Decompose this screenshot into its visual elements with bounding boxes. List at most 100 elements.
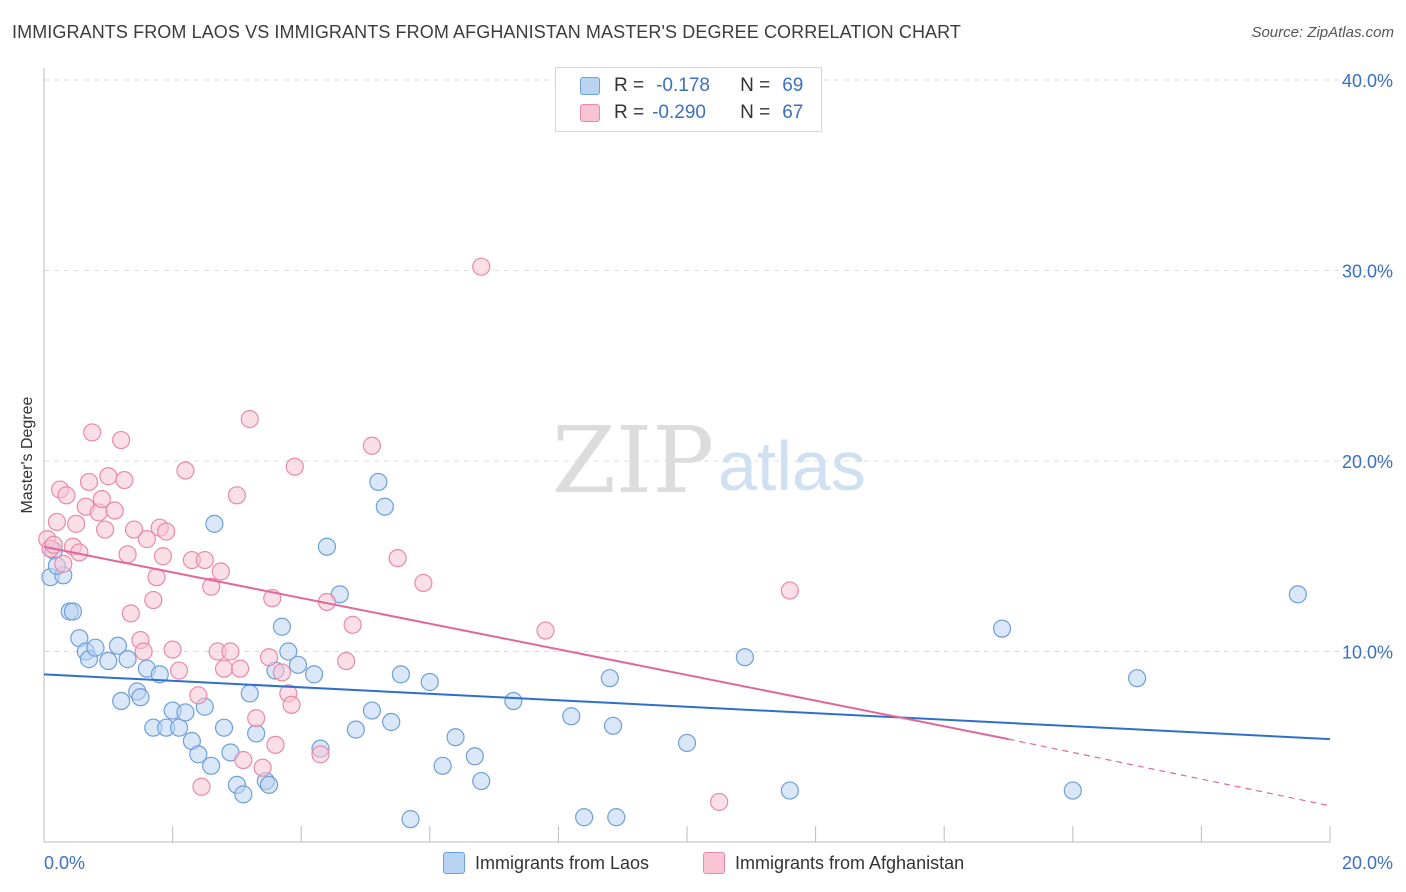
- afghanistan-point: [311, 745, 330, 764]
- afghanistan-trend-extension: [1008, 738, 1331, 807]
- y-axis-label: Master's Degree: [19, 396, 36, 513]
- y-tick-label: 10.0%: [1342, 643, 1393, 663]
- chart-title: IMMIGRANTS FROM LAOS VS IMMIGRANTS FROM …: [12, 22, 962, 42]
- laos-point: [86, 638, 105, 657]
- afghanistan-point: [169, 661, 189, 680]
- laos-point: [234, 785, 253, 804]
- laos-point: [472, 771, 491, 791]
- afghanistan-point: [227, 486, 246, 505]
- laos-point: [202, 756, 221, 775]
- laos-point: [214, 718, 234, 737]
- afghanistan-point: [67, 514, 86, 533]
- afghanistan-point: [105, 501, 124, 520]
- laos-point: [240, 684, 259, 703]
- afghanistan-point: [192, 777, 211, 796]
- watermark-atlas: atlas: [718, 427, 866, 505]
- afghanistan-point: [157, 522, 176, 541]
- laos-point: [504, 691, 523, 711]
- afghanistan-point: [118, 545, 137, 564]
- gridlines: [44, 79, 1394, 652]
- laos-point: [346, 720, 365, 739]
- afghanistan-point: [189, 686, 208, 705]
- afghanistan-point: [362, 436, 382, 455]
- legend-n-value: 67: [782, 102, 804, 123]
- afghanistan-point: [99, 467, 118, 486]
- afghanistan-point: [259, 648, 279, 667]
- laos-point: [382, 712, 401, 732]
- legend-n-value: 69: [782, 75, 804, 96]
- afghanistan-point: [176, 461, 195, 480]
- afghanistan-point: [247, 709, 266, 728]
- laos-point: [304, 665, 324, 684]
- legend-r-label: R =: [614, 102, 645, 123]
- afghanistan-point: [144, 590, 163, 610]
- afghanistan-point: [112, 430, 131, 450]
- laos-point: [465, 747, 484, 766]
- series-legend: Immigrants from Laos Immigrants from Afg…: [0, 852, 1406, 878]
- legend-n-label: N =: [740, 102, 771, 123]
- legend-n-label: N =: [740, 75, 771, 96]
- laos-point: [317, 537, 337, 556]
- tick-labels: 10.0% 20.0% 30.0% 40.0% 0.0% 20.0%: [44, 71, 1393, 873]
- laos-point: [131, 688, 150, 707]
- afghanistan-point: [121, 604, 140, 623]
- laos-point: [1063, 781, 1082, 800]
- afghanistan-point: [266, 735, 285, 754]
- laos-point: [1288, 585, 1307, 604]
- laos-point: [150, 665, 169, 684]
- laos-point: [169, 718, 189, 737]
- laos-point: [288, 655, 308, 674]
- afghanistan-point: [134, 642, 153, 661]
- laos-point: [112, 691, 131, 711]
- afghanistan-point: [240, 409, 259, 429]
- laos-swatch: [443, 852, 465, 874]
- afghanistan-swatch: [703, 852, 725, 874]
- afghanistan-point: [272, 663, 292, 682]
- afghanistan-point: [388, 549, 407, 568]
- laos-point: [205, 514, 224, 533]
- x-tick-label: 20.0%: [1342, 853, 1393, 873]
- laos-point: [391, 665, 410, 684]
- laos-point: [1127, 669, 1147, 688]
- afghanistan-point: [285, 457, 304, 476]
- laos-point: [375, 497, 394, 516]
- afghanistan-point: [83, 423, 102, 442]
- laos-point: [603, 716, 623, 735]
- afghanistan-point: [115, 470, 134, 490]
- legend-r-value: -0.290: [652, 102, 706, 123]
- legend-r-value: -0.178: [656, 75, 710, 96]
- afghanistan-point: [343, 615, 362, 634]
- afghanistan-point: [202, 577, 221, 596]
- laos-point: [189, 745, 208, 764]
- legend-r-label: R =: [614, 75, 645, 96]
- y-tick-label: 30.0%: [1342, 262, 1393, 282]
- afghanistan-point: [536, 621, 555, 640]
- afghanistan-point: [337, 651, 356, 671]
- legend-row-laos: R = -0.178 N = 69: [580, 73, 803, 99]
- afghanistan-point: [710, 792, 729, 812]
- watermark-zip: ZIP: [552, 407, 714, 514]
- laos-trend-line: [43, 673, 1331, 741]
- correlation-legend: R = -0.178 N = 69 R = -0.290 N = 67: [555, 67, 822, 132]
- laos-point: [279, 642, 298, 661]
- laos-point: [369, 472, 388, 492]
- afghanistan-point: [195, 550, 214, 570]
- legend-item-laos: Immigrants from Laos: [443, 852, 649, 874]
- laos-point: [272, 617, 292, 636]
- laos-point: [401, 810, 420, 829]
- laos-point: [362, 701, 382, 720]
- series-afghanistan-points: [38, 257, 799, 812]
- y-tick-label: 20.0%: [1342, 452, 1393, 472]
- afghanistan-trend-line: [43, 545, 1009, 741]
- afghanistan-point: [54, 554, 73, 573]
- laos-point: [420, 672, 439, 692]
- laos-point: [176, 703, 195, 722]
- afghanistan-point: [234, 750, 253, 770]
- afghanistan-point: [211, 562, 230, 581]
- laos-point: [780, 781, 799, 800]
- afghanistan-point: [47, 512, 66, 532]
- afghanistan-point: [163, 640, 182, 659]
- afghanistan-point: [221, 642, 240, 661]
- axes: [43, 68, 1331, 843]
- afghanistan-point: [780, 581, 799, 600]
